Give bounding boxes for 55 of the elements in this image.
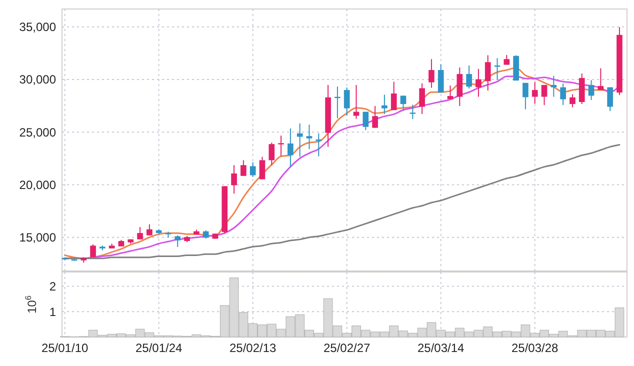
candlestick	[466, 65, 472, 90]
candlestick	[240, 160, 246, 176]
x-tick-label: 25/01/10	[41, 341, 88, 355]
y-tick-label: 15,000	[19, 230, 56, 245]
candlestick	[484, 54, 491, 92]
candlestick	[344, 86, 350, 116]
candlestick	[541, 84, 548, 106]
candlestick	[268, 142, 275, 166]
candlestick	[137, 226, 143, 240]
candlestick	[382, 94, 388, 115]
candlestick	[390, 81, 397, 111]
y-tick-label: 20,000	[19, 178, 56, 192]
candlestick	[447, 84, 454, 100]
candlestick	[607, 86, 613, 112]
candlestick	[410, 104, 416, 120]
candlestick	[578, 73, 585, 105]
candlestick	[372, 106, 378, 128]
candlestick	[456, 67, 463, 107]
candlestick	[419, 82, 425, 115]
x-tick-label: 25/03/14	[418, 341, 465, 355]
candlestick	[438, 64, 444, 94]
candlestick	[296, 122, 303, 158]
candlestick	[306, 124, 312, 150]
candlestick	[146, 224, 152, 236]
candlestick	[428, 58, 434, 88]
x-tick-label: 25/01/24	[135, 341, 183, 355]
y-tick-label: 35,000	[19, 20, 56, 34]
candlestick	[174, 234, 181, 248]
candlestick	[259, 156, 266, 180]
candlestick	[278, 135, 284, 157]
candlestick	[532, 81, 538, 104]
candlestick	[504, 54, 510, 66]
y-tick-label: 25,000	[19, 125, 56, 140]
candlestick	[588, 80, 594, 101]
x-tick-label: 25/02/13	[229, 341, 277, 355]
candlestick	[560, 82, 566, 106]
y-tick-label: 2	[49, 279, 56, 294]
candlestick	[316, 132, 322, 157]
y-tick-label: 30,000	[19, 72, 56, 87]
candlestick	[400, 95, 406, 112]
candlestick	[362, 111, 369, 131]
candlestick	[570, 94, 576, 108]
candlestick	[550, 76, 557, 98]
y-tick-label: 1	[49, 304, 56, 319]
candlestick	[476, 68, 482, 98]
candlestick	[598, 68, 604, 91]
line-series	[64, 144, 620, 260]
candlestick	[90, 244, 96, 258]
x-tick-label: 25/03/28	[512, 341, 559, 355]
candlestick	[288, 128, 294, 168]
candlestick	[353, 84, 360, 120]
candlestick	[250, 162, 256, 178]
candlestick	[522, 82, 528, 110]
candlestick	[231, 164, 237, 194]
x-tick-label: 25/02/27	[323, 341, 371, 355]
